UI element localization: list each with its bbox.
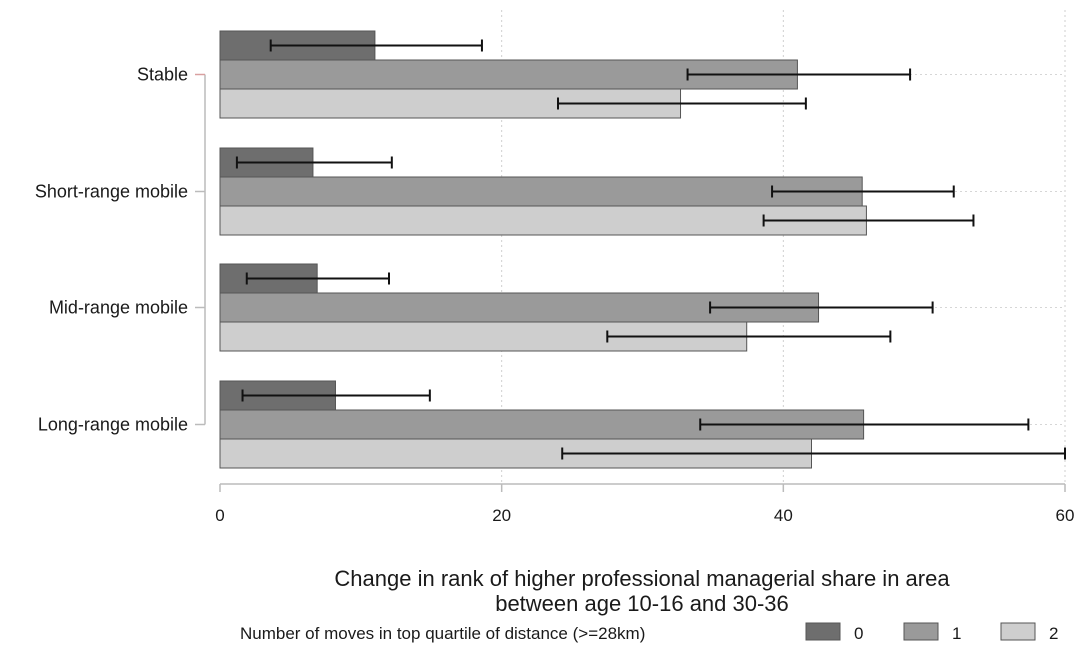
legend: Number of moves in top quartile of dista… bbox=[240, 622, 1058, 643]
bars bbox=[219, 30, 1066, 469]
legend-label: 0 bbox=[854, 624, 863, 643]
category-label: Short-range mobile bbox=[35, 182, 188, 202]
category-label: Long-range mobile bbox=[38, 415, 188, 435]
x-axis-label-line1: Change in rank of higher professional ma… bbox=[334, 566, 950, 591]
legend-swatch bbox=[903, 622, 939, 641]
x-tick-label: 60 bbox=[1056, 506, 1075, 525]
bar bbox=[219, 59, 798, 90]
bar bbox=[219, 205, 867, 236]
x-axis-label-line2: between age 10-16 and 30-36 bbox=[495, 591, 789, 616]
x-tick-label: 0 bbox=[215, 506, 224, 525]
legend-swatch bbox=[805, 622, 841, 641]
category-label: Mid-range mobile bbox=[49, 298, 188, 318]
bar bbox=[219, 176, 863, 207]
legend-label: 2 bbox=[1049, 624, 1058, 643]
x-tick-label: 40 bbox=[774, 506, 793, 525]
legend-label: 1 bbox=[952, 624, 961, 643]
category-label: Stable bbox=[137, 65, 188, 85]
legend-title: Number of moves in top quartile of dista… bbox=[240, 624, 645, 643]
axes: Stable Short-range mobile Mid-range mobile… bbox=[35, 65, 1075, 526]
legend-swatch bbox=[1000, 622, 1036, 641]
x-tick-label: 20 bbox=[492, 506, 511, 525]
